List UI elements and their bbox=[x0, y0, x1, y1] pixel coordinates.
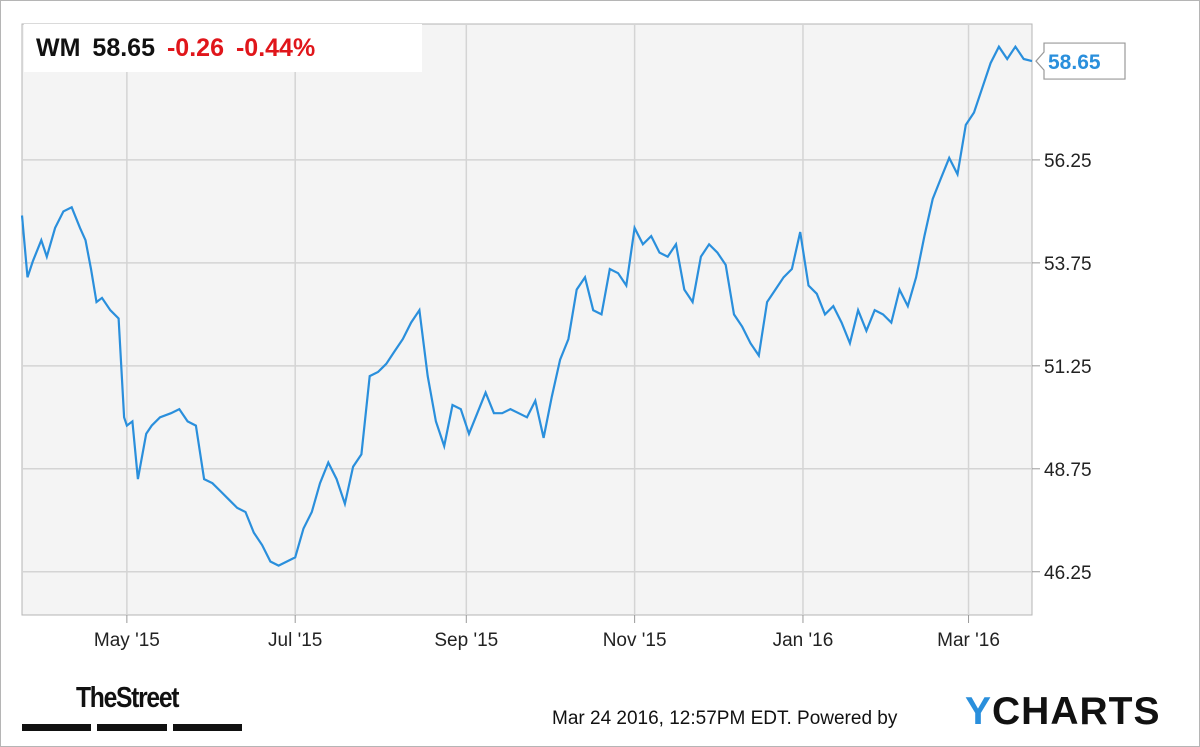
ticker-change-percent: -0.44% bbox=[235, 33, 316, 62]
callout-box bbox=[1035, 42, 1126, 80]
y-tick-label: 48.75 bbox=[1044, 460, 1092, 481]
y-tick-label: 56.25 bbox=[1044, 151, 1092, 172]
plot-area bbox=[21, 23, 1033, 616]
x-tick-label: Mar '16 bbox=[937, 630, 1000, 651]
powered-by-text: Powered by bbox=[797, 708, 898, 729]
last-price-callout: 58.65 bbox=[1035, 42, 1126, 80]
footer-timestamp: Mar 24 2016, 12:57PM EDT. Powered by bbox=[552, 708, 897, 730]
timestamp-text: Mar 24 2016, 12:57PM EDT. bbox=[552, 708, 792, 729]
grid-lines bbox=[22, 24, 1032, 615]
ticker-header: WM 58.65 -0.26 -0.44% bbox=[24, 24, 422, 72]
ycharts-logo-y: Y bbox=[965, 690, 993, 733]
price-line bbox=[20, 44, 1033, 567]
y-tick-label: 53.75 bbox=[1044, 254, 1092, 275]
x-tick-label: Jan '16 bbox=[773, 630, 834, 651]
ycharts-logo: YCHARTS bbox=[965, 690, 1161, 734]
ticker-change: -0.26 bbox=[166, 33, 224, 62]
ticker-price: 58.65 bbox=[92, 33, 155, 62]
y-tick-label: 51.25 bbox=[1044, 357, 1092, 378]
x-tick-label: Nov '15 bbox=[603, 630, 667, 651]
thestreet-logo: TheStreet bbox=[76, 682, 180, 714]
last-price-label: 58.65 bbox=[1048, 51, 1101, 74]
y-axis: 46.25 48.75 51.25 53.75 56.25 bbox=[1032, 151, 1092, 584]
x-axis: May '15 Jul '15 Sep '15 Nov '15 Jan '16 Mar '… bbox=[94, 615, 1000, 651]
x-tick-label: May '15 bbox=[94, 630, 160, 651]
x-tick-label: Jul '15 bbox=[268, 630, 322, 651]
ticker-symbol: WM bbox=[36, 33, 81, 62]
y-tick-label: 46.25 bbox=[1044, 563, 1092, 584]
thestreet-logo-bars bbox=[22, 724, 242, 731]
x-tick-label: Sep '15 bbox=[434, 630, 498, 651]
ycharts-logo-rest: CHARTS bbox=[992, 690, 1161, 733]
